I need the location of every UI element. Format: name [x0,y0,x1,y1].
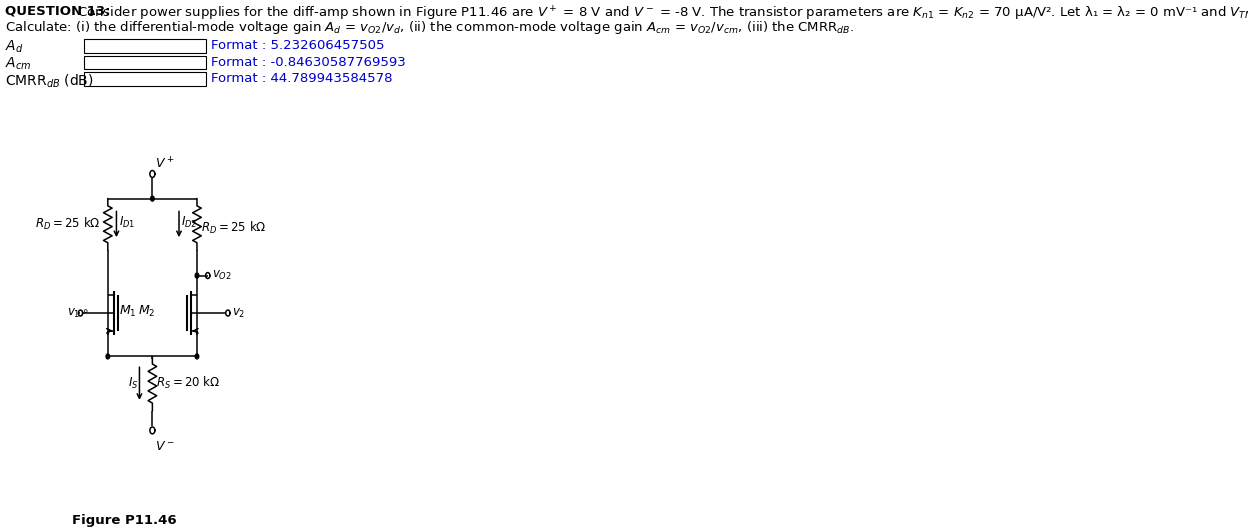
Text: $A_d$: $A_d$ [5,39,24,55]
Text: $v_{O2}$: $v_{O2}$ [212,269,232,282]
Text: Consider power supplies for the diff-amp shown in Figure P11.46 are $V^+$ = 8 V : Consider power supplies for the diff-amp… [74,4,1248,23]
Text: $R_S = 20\ \mathrm{k\Omega}$: $R_S = 20\ \mathrm{k\Omega}$ [156,375,221,391]
Text: $v_2$: $v_2$ [232,306,246,320]
Polygon shape [151,196,155,201]
Text: CMRR$_{dB}$ (dB): CMRR$_{dB}$ (dB) [5,72,94,90]
Text: $M_1$: $M_1$ [120,304,137,319]
Text: $M_2$: $M_2$ [137,304,155,319]
Text: $V^+$: $V^+$ [155,157,173,172]
Text: $R_D = 25\ \mathrm{k\Omega}$: $R_D = 25\ \mathrm{k\Omega}$ [201,220,266,236]
Text: Format : -0.84630587769593: Format : -0.84630587769593 [211,56,406,68]
Text: $I_{D2}$: $I_{D2}$ [181,215,197,230]
Text: $V^-$: $V^-$ [155,440,175,453]
Polygon shape [106,354,110,359]
Polygon shape [195,354,198,359]
Text: Figure P11.46: Figure P11.46 [72,514,176,527]
Text: Format : 5.232606457505: Format : 5.232606457505 [211,39,384,52]
FancyBboxPatch shape [84,56,206,70]
FancyBboxPatch shape [84,39,206,53]
Text: $A_{cm}$: $A_{cm}$ [5,56,31,72]
Text: QUESTION 13:: QUESTION 13: [5,4,111,18]
Text: $I_S$: $I_S$ [127,375,139,391]
Text: $R_D = 25\ \mathrm{k\Omega}$: $R_D = 25\ \mathrm{k\Omega}$ [35,216,101,233]
Text: Format : 44.789943584578: Format : 44.789943584578 [211,72,392,85]
Polygon shape [195,273,198,278]
Text: $I_{D1}$: $I_{D1}$ [119,215,135,230]
Text: Calculate: (i) the differential-mode voltage gain $A_d$ = $v_{O2}$/$v_d$, (ii) t: Calculate: (i) the differential-mode vol… [5,19,855,36]
Text: $v_1\circ$: $v_1\circ$ [67,306,89,320]
FancyBboxPatch shape [84,72,206,86]
